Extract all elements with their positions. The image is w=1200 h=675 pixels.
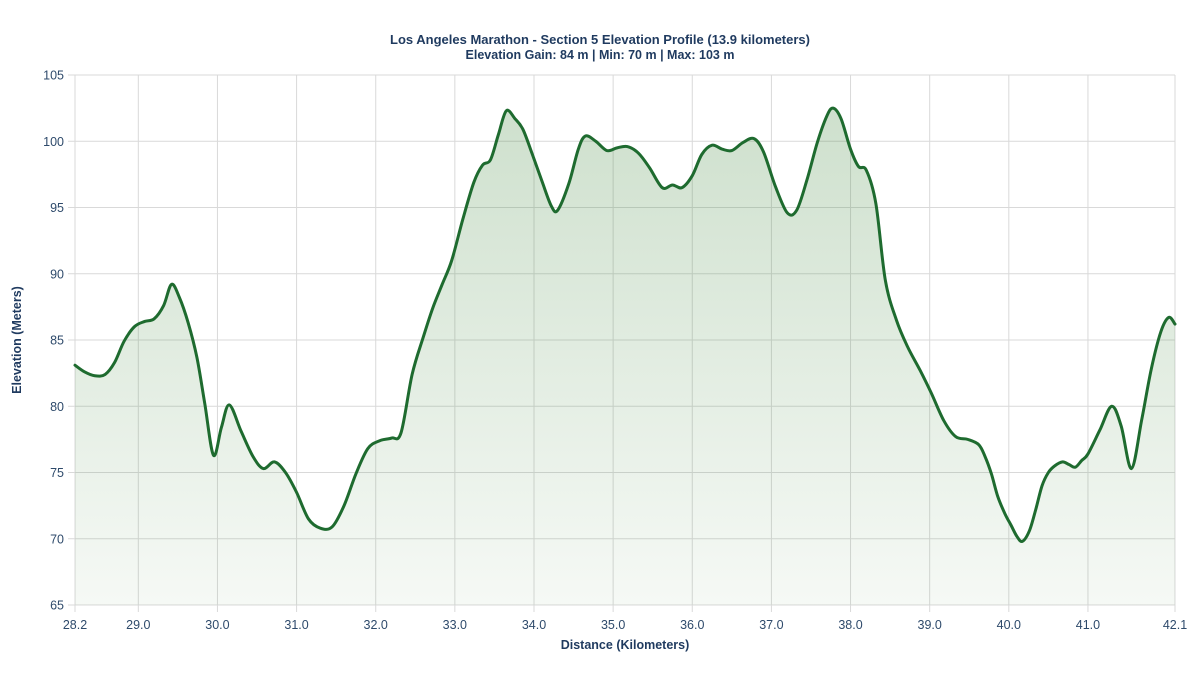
elevation-area-fill xyxy=(75,108,1175,606)
x-tick-label: 42.1 xyxy=(1163,618,1187,632)
y-tick-label: 90 xyxy=(50,267,64,281)
x-tick-label: 29.0 xyxy=(126,618,150,632)
x-tick-label: 34.0 xyxy=(522,618,546,632)
y-tick-label: 65 xyxy=(50,599,64,613)
y-tick-label: 105 xyxy=(43,69,64,83)
elevation-line xyxy=(73,106,1177,544)
y-tick-label: 75 xyxy=(50,466,64,480)
x-tick-label: 31.0 xyxy=(284,618,308,632)
chart-subtitle: Elevation Gain: 84 m | Min: 70 m | Max: … xyxy=(465,48,735,62)
x-tick-label: 35.0 xyxy=(601,618,625,632)
y-tick-label: 70 xyxy=(50,532,64,546)
x-tick-label: 38.0 xyxy=(838,618,862,632)
y-tick-label: 95 xyxy=(50,201,64,215)
x-tick-label: 33.0 xyxy=(443,618,467,632)
x-tick-label: 37.0 xyxy=(759,618,783,632)
x-axis-title: Distance (Kilometers) xyxy=(560,638,690,652)
elevation-series xyxy=(73,106,1177,606)
y-tick-label: 80 xyxy=(50,400,64,414)
y-tick-label: 85 xyxy=(50,334,64,348)
x-tick-label: 30.0 xyxy=(205,618,229,632)
x-tick-label: 32.0 xyxy=(364,618,388,632)
x-tick-label: 41.0 xyxy=(1076,618,1100,632)
x-tick-label: 40.0 xyxy=(997,618,1021,632)
x-tick-label: 28.2 xyxy=(63,618,87,632)
axis-tick-labels: 28.2 29.0 30.0 31.0 32.0 33.0 34.0 35.0 36.0 37.0… xyxy=(43,69,1187,633)
x-tick-label: 36.0 xyxy=(680,618,704,632)
y-tick-label: 100 xyxy=(43,135,64,149)
chart-title: Los Angeles Marathon - Section 5 Elevati… xyxy=(390,32,810,47)
x-tick-label: 39.0 xyxy=(918,618,942,632)
